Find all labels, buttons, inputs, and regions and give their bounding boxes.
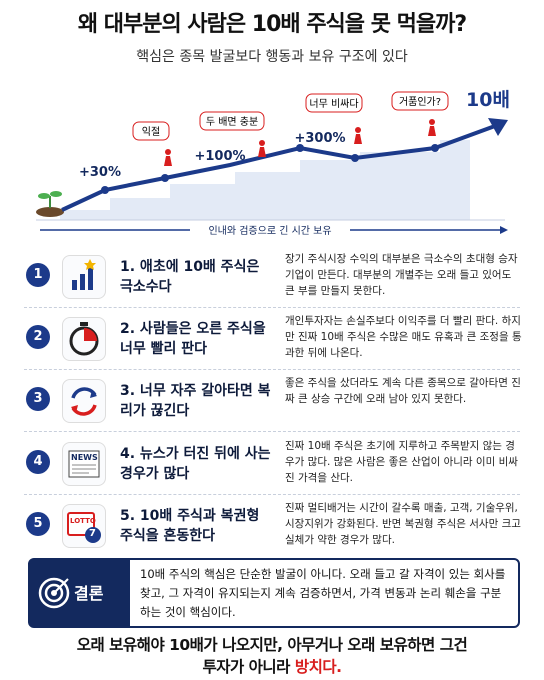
hero-illustration: +30% +100% +300% 10배 익절 두 배면 충분 너무 비싸다 거… xyxy=(36,89,510,238)
item-icon: LOTTO 7 xyxy=(62,504,106,548)
item-icon xyxy=(62,317,106,361)
separator xyxy=(24,307,520,308)
separator xyxy=(24,369,520,370)
points xyxy=(101,144,439,194)
item-title: 4. 뉴스가 터진 뒤에 사는 경우가 많다 xyxy=(120,446,271,482)
item-number: 4 xyxy=(26,450,50,474)
footer-highlight: 방치다. xyxy=(294,658,342,676)
conclusion-box: 결론 10배 주식의 핵심은 단순한 발굴이 아니다. 오래 들고 갈 자격이 … xyxy=(28,558,520,628)
item-number: 2 xyxy=(26,325,50,349)
arrow-head xyxy=(488,118,508,136)
conclusion-text: 10배 주식의 핵심은 단순한 발굴이 아니다. 오래 들고 갈 자격이 있는 … xyxy=(140,567,506,619)
icon-graphic xyxy=(69,322,99,356)
icon-graphic xyxy=(68,450,100,478)
item-icon: NEWS xyxy=(62,442,106,486)
time-label: 인내와 검증으로 긴 시간 보유 xyxy=(208,225,331,237)
item-title: 5. 10배 주식과 복권형 주식을 혼동한다 xyxy=(120,508,260,544)
sprout xyxy=(36,191,64,217)
bubble-text: 거품인가? xyxy=(399,96,441,108)
separator xyxy=(24,494,520,495)
item-description: 장기 주식시장 수익의 대부분은 극소수의 초대형 승자 기업이 만든다. 대부… xyxy=(285,253,518,297)
gain-label: +300% xyxy=(294,131,345,146)
bubble-text: 너무 비싸다 xyxy=(309,98,358,110)
bubbles: 익절 두 배면 충분 너무 비싸다 거품인가? xyxy=(132,91,449,141)
conclusion-label: 결론 xyxy=(74,584,104,603)
footer-text: 투자가 아니라 xyxy=(202,658,290,676)
subtitle: 핵심은 종목 발굴보다 행동과 보유 구조에 있다 xyxy=(136,49,408,65)
icon-number: 7 xyxy=(89,528,96,539)
item-description: 좋은 주식을 샀더라도 계속 다른 종목으로 갈아타면 진짜 큰 상승 구간에 … xyxy=(285,377,521,405)
item-title: 3. 너무 자주 갈아타면 복리가 끊긴다 xyxy=(120,383,271,419)
runners xyxy=(164,119,436,166)
target-icon xyxy=(38,577,70,609)
icon-graphic xyxy=(72,259,96,290)
item-number: 3 xyxy=(26,387,50,411)
steps xyxy=(60,140,470,220)
title: 왜 대부분의 사람은 10배 주식을 못 먹을까? xyxy=(77,12,467,37)
item-title: 2. 사람들은 오른 주식을 너무 빨리 판다 xyxy=(120,321,266,357)
item-description: 개인투자자는 손실주보다 이익주를 더 빨리 판다. 하지만 진짜 10배 주식… xyxy=(285,315,522,359)
item-number: 5 xyxy=(26,512,50,536)
gain-label: +100% xyxy=(194,149,245,164)
gain-label: +30% xyxy=(79,165,121,180)
target-label: 10배 xyxy=(466,89,510,111)
footer-line: 오래 보유해야 10배가 나오지만, 아무거나 오래 보유하면 그건 xyxy=(76,636,468,654)
item-icon xyxy=(62,255,106,299)
icon-graphic xyxy=(71,387,97,416)
icon-text: NEWS xyxy=(71,453,98,462)
time-label-bg xyxy=(190,222,350,238)
footer: 오래 보유해야 10배가 나오지만, 아무거나 오래 보유하면 그건 투자가 아… xyxy=(0,634,544,678)
bubble-text: 익절 xyxy=(142,125,160,138)
bubble-text: 두 배면 충분 xyxy=(206,116,258,128)
item-description: 진짜 10배 주식은 초기에 지루하고 주목받지 않는 경우가 많다. 많은 사… xyxy=(285,440,518,484)
footer-line-2: 투자가 아니라 방치다. xyxy=(0,656,544,678)
icon-text: LOTTO xyxy=(70,517,96,525)
icon-graphic xyxy=(67,512,101,543)
conclusion-badge xyxy=(30,560,130,626)
item-number: 1 xyxy=(26,263,50,287)
separator xyxy=(24,431,520,432)
item-title: 1. 애초에 10배 주식은 극소수다 xyxy=(120,259,260,295)
time-arrow-head xyxy=(500,226,508,234)
item-icon xyxy=(62,379,106,423)
item-description: 진짜 멀티배거는 시간이 갈수록 매출, 고객, 기술우위, 시장지위가 강화된… xyxy=(285,502,521,546)
